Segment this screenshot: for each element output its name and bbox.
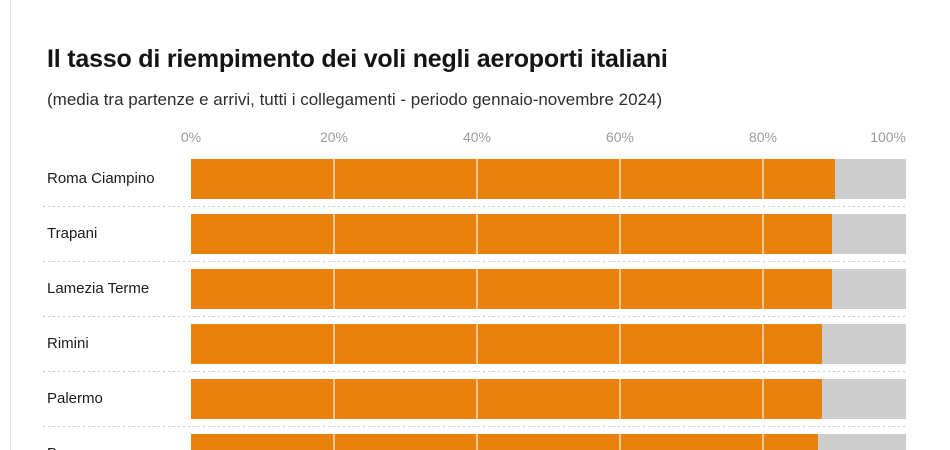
- row-label: Roma Ciampino: [47, 170, 155, 188]
- vertical-gridline: [762, 434, 764, 450]
- left-border-line: [10, 0, 11, 450]
- x-axis-tick-label: 100%: [870, 129, 906, 146]
- bar-fill: [191, 269, 832, 310]
- chart-rows: Roma Ciampino Trapani Lamezia Terme Rimini P…: [43, 159, 908, 450]
- vertical-gridline: [762, 269, 764, 310]
- x-axis: 0% 20% 40% 60% 80% 100%: [47, 129, 908, 147]
- bar-fill: [191, 324, 823, 365]
- x-axis-tick-label: 80%: [748, 129, 778, 146]
- row-label: Trapani: [47, 225, 98, 243]
- bar-track: [191, 269, 906, 310]
- bar-fill: [191, 214, 833, 255]
- vertical-gridline: [476, 379, 478, 420]
- chart-title: Il tasso di riempimento dei voli negli a…: [47, 45, 668, 73]
- vertical-gridline: [333, 324, 335, 365]
- row-separator-dotted-line: [43, 371, 908, 373]
- vertical-gridline: [333, 214, 335, 255]
- vertical-gridline: [476, 434, 478, 450]
- vertical-gridline: [476, 324, 478, 365]
- chart-subtitle: (media tra partenze e arrivi, tutti i co…: [47, 90, 663, 109]
- vertical-gridline: [619, 269, 621, 310]
- x-axis-tick-label: 60%: [605, 129, 635, 146]
- x-axis-tick-label: 20%: [319, 129, 349, 146]
- chart-row: Palermo: [43, 379, 908, 428]
- vertical-gridline: [762, 324, 764, 365]
- vertical-gridline: [476, 159, 478, 200]
- vertical-gridline: [619, 324, 621, 365]
- vertical-gridline: [333, 379, 335, 420]
- bar-track: [191, 159, 906, 200]
- row-label: Lamezia Terme: [47, 280, 150, 298]
- row-label: Rimini: [47, 335, 89, 353]
- x-axis-tick-label: 40%: [462, 129, 492, 146]
- vertical-gridline: [762, 159, 764, 200]
- row-separator-dotted-line: [43, 261, 908, 263]
- vertical-gridline: [619, 159, 621, 200]
- bar-track: [191, 324, 906, 365]
- chart-row: Roma Ciampino: [43, 159, 908, 208]
- bar-track: [191, 214, 906, 255]
- bar-chart: 0% 20% 40% 60% 80% 100% Roma Ciampino Trapani L…: [43, 129, 908, 450]
- vertical-gridline: [476, 269, 478, 310]
- bar-track: [191, 434, 906, 450]
- vertical-gridline: [619, 379, 621, 420]
- bar-fill: [191, 379, 822, 420]
- row-label: Bergamo: [47, 434, 108, 450]
- vertical-gridline: [762, 214, 764, 255]
- bar-fill: [191, 434, 819, 450]
- chart-row: Rimini: [43, 324, 908, 373]
- vertical-gridline: [619, 434, 621, 450]
- chart-row: Bergamo: [47, 434, 908, 450]
- vertical-gridline: [333, 434, 335, 450]
- row-separator-dotted-line: [43, 206, 908, 208]
- bar-track: [191, 379, 906, 420]
- chart-row: Trapani: [43, 214, 908, 263]
- x-axis-tick-label: 0%: [180, 129, 202, 146]
- vertical-gridline: [619, 214, 621, 255]
- vertical-gridline: [762, 379, 764, 420]
- row-separator-dotted-line: [43, 316, 908, 318]
- row-separator-dotted-line: [43, 426, 908, 428]
- bar-fill: [191, 159, 835, 200]
- vertical-gridline: [476, 214, 478, 255]
- chart-row: Lamezia Terme: [43, 269, 908, 318]
- vertical-gridline: [333, 159, 335, 200]
- row-label: Palermo: [47, 390, 103, 408]
- chart-content: Il tasso di riempimento dei voli negli a…: [43, 0, 908, 450]
- vertical-gridline: [333, 269, 335, 310]
